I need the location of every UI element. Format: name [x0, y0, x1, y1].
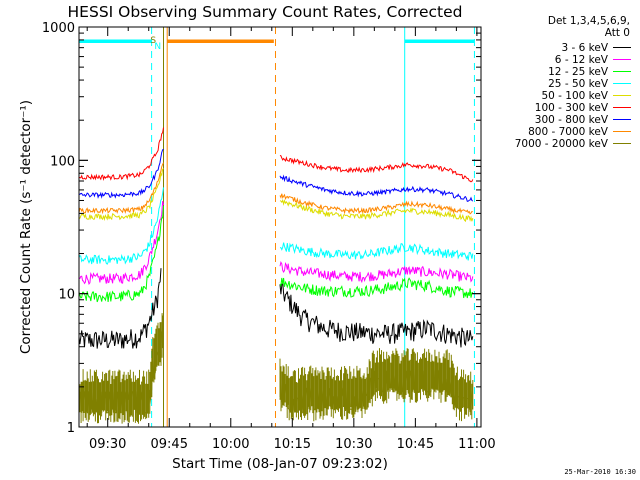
x-axis-label: Start Time (08-Jan-07 09:23:02)	[172, 456, 388, 472]
series-line-5-before	[78, 127, 164, 182]
flag-letter-0: S	[150, 36, 156, 46]
series-line-1-before	[78, 200, 164, 285]
series-line-5-after	[279, 154, 474, 183]
series-line-3-after	[279, 242, 474, 261]
legend-label-0: 3 - 6 keV	[561, 42, 608, 54]
series-line-2-after	[279, 277, 474, 299]
y-tick-label: 100	[50, 154, 75, 169]
series-line-6-after	[279, 174, 474, 202]
x-tick-label: 09:45	[151, 437, 188, 452]
x-tick-label: 11:00	[458, 437, 495, 452]
flag-bar-0	[79, 39, 152, 43]
legend-header-0: Det 1,3,4,5,6,9,	[548, 15, 630, 27]
y-tick-label: 10	[58, 288, 75, 303]
series-jitter-before	[78, 313, 164, 424]
flag-bar-2	[167, 39, 274, 43]
series-line-6-before	[78, 148, 164, 199]
series-line-0-after	[279, 282, 474, 348]
series-line-0-before	[78, 268, 162, 349]
legend-label-5: 100 - 300 keV	[535, 102, 609, 114]
legend-label-6: 300 - 800 keV	[535, 114, 609, 126]
plot-frame	[78, 26, 482, 428]
series-lines	[78, 127, 474, 424]
legend-label-8: 7000 - 20000 keV	[515, 138, 609, 150]
legend-label-2: 12 - 25 keV	[548, 66, 609, 78]
flag-bars: SN	[79, 36, 475, 52]
legend-label-4: 50 - 100 keV	[541, 90, 608, 102]
series-line-1-after	[279, 260, 474, 284]
series-jitter-after	[279, 348, 474, 422]
x-tick-label: 10:45	[397, 437, 434, 452]
flag-bar-1	[404, 39, 475, 43]
x-tick-label: 10:30	[335, 437, 372, 452]
y-tick-label: 1000	[42, 21, 75, 36]
legend-label-7: 800 - 7000 keV	[528, 126, 609, 138]
x-tick-label: 10:15	[274, 437, 311, 452]
flag-letter-1: N	[154, 42, 161, 52]
x-tick-label: 09:30	[89, 437, 126, 452]
series-line-7-before	[78, 162, 164, 215]
series-line-3-before	[78, 187, 164, 265]
y-tick-label: 1	[67, 421, 75, 436]
footer-date: 25-Mar-2010 16:30	[564, 468, 636, 476]
series-line-7-after	[279, 193, 473, 215]
y-axis-label: Corrected Count Rate (s⁻¹ detector⁻¹)	[18, 100, 34, 354]
series-line-4-before	[78, 168, 164, 222]
chart-title: HESSI Observing Summary Count Rates, Cor…	[68, 3, 463, 21]
tick-labels: 09:30 09:45 10:00 10:15 10:30 10:45 11:00 1 10 10…	[42, 21, 496, 452]
series-line-2-before	[78, 205, 164, 303]
axis-ticks	[79, 26, 481, 428]
series-line-4-after	[279, 198, 474, 223]
legend-label-1: 6 - 12 keV	[555, 54, 609, 66]
x-tick-label: 10:00	[212, 437, 249, 452]
legend-header-1: Att 0	[605, 27, 630, 39]
legend-label-3: 25 - 50 keV	[548, 78, 609, 90]
